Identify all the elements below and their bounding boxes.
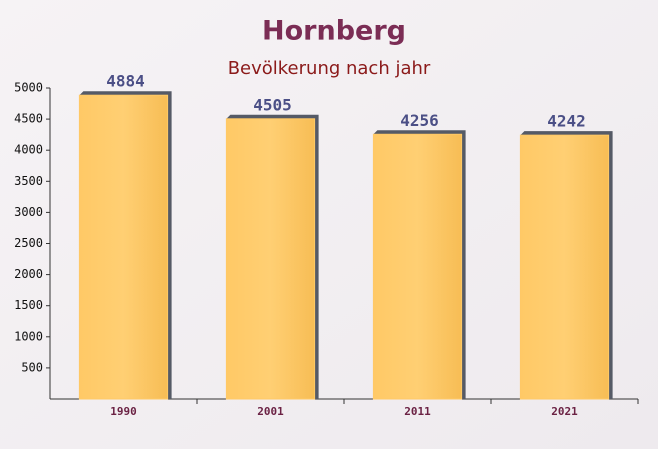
x-tick-label: 2011 [404, 405, 431, 418]
bar [372, 133, 463, 400]
chart-title: Hornberg [262, 16, 406, 47]
x-tick-label: 1990 [110, 405, 137, 418]
chart-subtitle: Bevölkerung nach jahr [228, 58, 431, 79]
x-tick-label: 2021 [551, 405, 578, 418]
y-tick-label: 3500 [14, 174, 43, 188]
bar [78, 94, 169, 400]
bar [225, 118, 316, 400]
x-tick-label: 2001 [257, 405, 284, 418]
value-label: 4256 [400, 111, 439, 130]
y-tick-label: 4500 [14, 112, 43, 126]
bar [519, 134, 610, 400]
value-label: 4505 [253, 95, 292, 114]
y-tick-label: 500 [21, 360, 43, 374]
y-tick-label: 3000 [14, 205, 43, 219]
y-tick-label: 1000 [14, 329, 43, 343]
y-tick-label: 5000 [14, 81, 43, 95]
y-tick-label: 4000 [14, 143, 43, 157]
y-tick-label: 2000 [14, 267, 43, 281]
y-tick-label: 1500 [14, 298, 43, 312]
value-label: 4884 [106, 72, 145, 91]
y-tick-label: 2500 [14, 236, 43, 250]
value-label: 4242 [547, 112, 586, 131]
